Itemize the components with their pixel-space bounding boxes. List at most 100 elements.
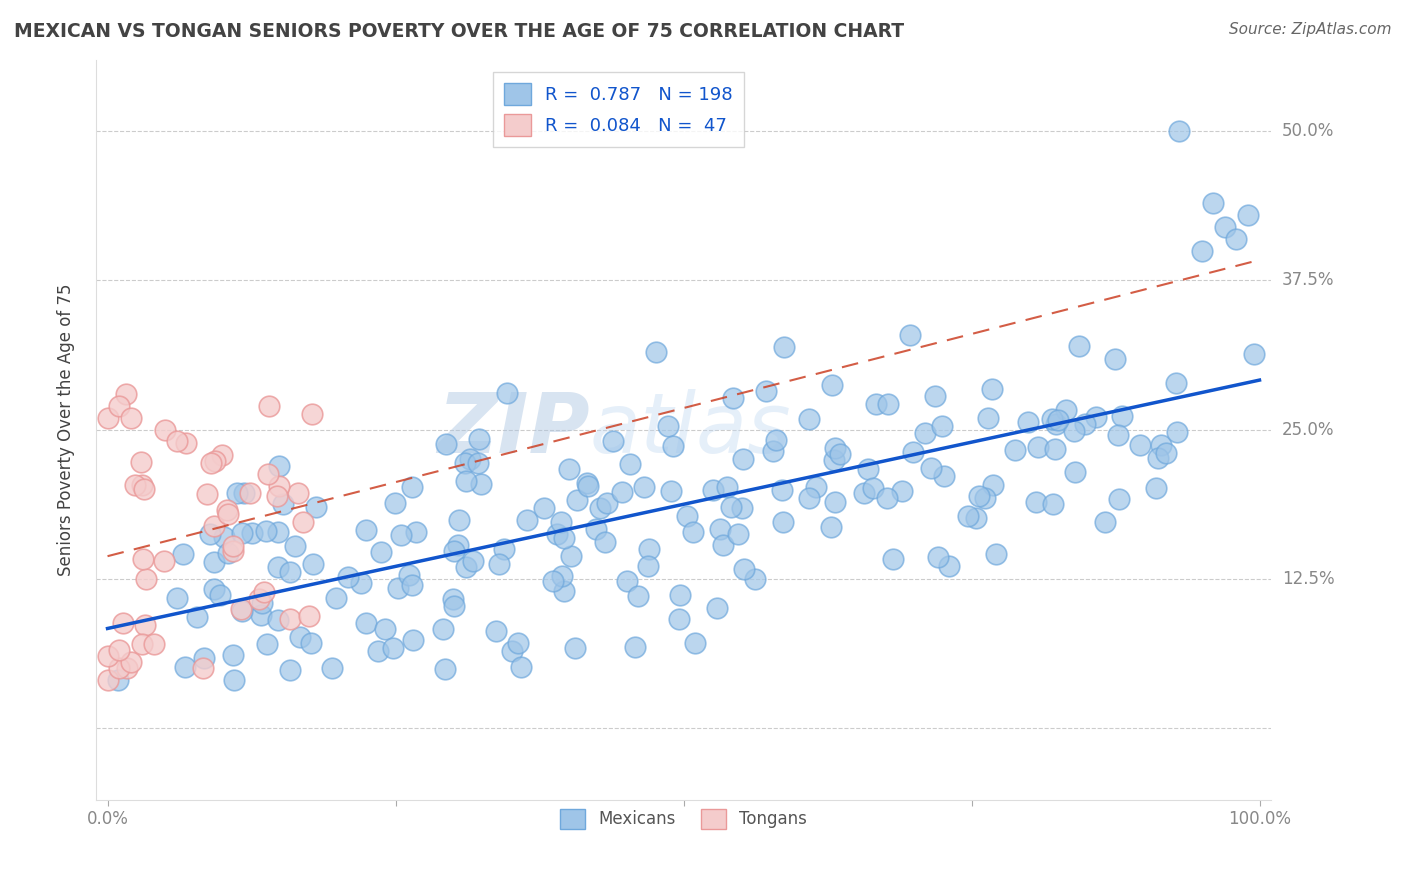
Point [229, 601, 252, 615]
Point [575, 476, 598, 491]
Point [485, 624, 508, 639]
Point [924, 389, 946, 403]
Point [108, 643, 131, 657]
Point [446, 538, 468, 552]
Point [1042, 497, 1064, 511]
Point [1202, 195, 1225, 210]
Point [401, 632, 423, 647]
Point [370, 545, 392, 559]
Point [231, 525, 253, 540]
Point [222, 673, 245, 688]
Text: ZIP: ZIP [437, 389, 589, 470]
Point [876, 491, 898, 505]
Point [267, 559, 290, 574]
Point [153, 554, 176, 568]
Point [828, 448, 851, 462]
Point [657, 419, 679, 434]
Point [983, 478, 1005, 492]
Point [458, 451, 481, 466]
Point [852, 486, 875, 500]
Point [702, 483, 724, 497]
Point [733, 562, 755, 576]
Point [257, 467, 280, 481]
Point [1025, 495, 1047, 509]
Point [349, 575, 371, 590]
Point [217, 546, 239, 560]
Point [799, 491, 821, 505]
Point [1017, 415, 1039, 429]
Point [1004, 443, 1026, 458]
Point [153, 423, 176, 437]
Point [434, 437, 457, 451]
Point [257, 399, 280, 413]
Point [900, 328, 922, 343]
Point [131, 637, 153, 651]
Point [623, 640, 645, 654]
Point [111, 615, 134, 630]
Point [108, 399, 131, 413]
Point [1094, 515, 1116, 529]
Point [509, 660, 531, 674]
Point [1144, 481, 1167, 495]
Point [298, 609, 321, 624]
Point [204, 453, 226, 467]
Point [1085, 409, 1108, 424]
Point [135, 572, 157, 586]
Point [856, 462, 879, 476]
Point [240, 525, 263, 540]
Point [762, 444, 785, 458]
Point [301, 558, 323, 572]
Point [131, 455, 153, 469]
Point [1225, 232, 1247, 246]
Point [301, 407, 323, 421]
Point [770, 483, 793, 498]
Text: 25.0%: 25.0% [1282, 420, 1334, 439]
Point [120, 655, 142, 669]
Point [920, 461, 942, 475]
Point [174, 436, 197, 450]
Point [633, 480, 655, 494]
Point [619, 457, 641, 471]
Point [877, 397, 900, 411]
Point [772, 339, 794, 353]
Point [1156, 446, 1178, 460]
Point [267, 613, 290, 627]
Point [824, 442, 846, 456]
Point [217, 503, 239, 517]
Point [564, 641, 586, 656]
Point [903, 445, 925, 459]
Point [973, 491, 995, 505]
Point [1243, 347, 1265, 361]
Point [602, 434, 624, 448]
Point [508, 636, 530, 650]
Point [558, 462, 581, 476]
Point [637, 559, 659, 574]
Point [134, 617, 156, 632]
Point [890, 483, 912, 498]
Text: 37.5%: 37.5% [1282, 271, 1334, 289]
Point [1108, 492, 1130, 507]
Point [799, 412, 821, 426]
Point [107, 673, 129, 688]
Point [984, 547, 1007, 561]
Point [250, 607, 273, 622]
Point [356, 616, 378, 631]
Point [96, 673, 118, 688]
Point [456, 475, 478, 489]
Point [456, 559, 478, 574]
Point [195, 487, 218, 501]
Point [683, 635, 706, 649]
Point [108, 661, 131, 675]
Point [120, 410, 142, 425]
Point [1063, 424, 1085, 438]
Point [401, 578, 423, 592]
Point [269, 479, 291, 493]
Point [226, 485, 249, 500]
Point [914, 426, 936, 441]
Point [682, 525, 704, 540]
Point [273, 497, 295, 511]
Point [374, 622, 396, 636]
Text: atlas: atlas [589, 389, 792, 470]
Point [367, 644, 389, 658]
Point [239, 486, 262, 500]
